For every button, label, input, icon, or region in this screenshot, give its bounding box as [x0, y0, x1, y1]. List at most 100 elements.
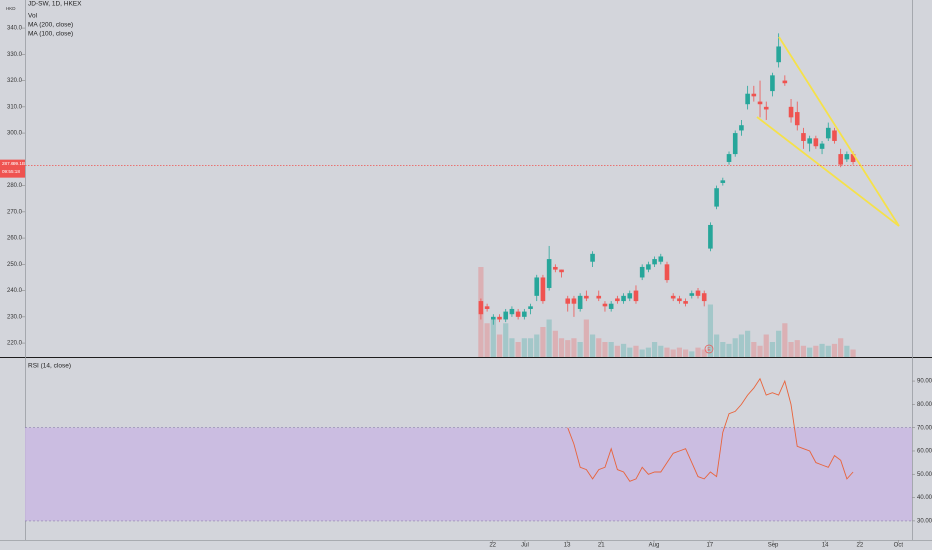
candle-body [546, 259, 552, 288]
candle-body [571, 298, 577, 304]
price-tag-volume: 99.1B [13, 161, 25, 166]
volume-bar [620, 343, 627, 357]
y-tick-label: 340.0 [7, 26, 23, 32]
earnings-label: E [707, 347, 711, 353]
volume-bar [589, 334, 596, 357]
price-tag [0, 159, 25, 178]
volume-bar [844, 345, 850, 357]
volume-bar [583, 319, 589, 357]
volume-bar [689, 351, 695, 357]
y-tick-label: 260.0 [7, 236, 23, 242]
trend-line [756, 116, 900, 227]
y-tick-label: 40.00 [917, 495, 932, 501]
candle-body [670, 295, 676, 299]
candle-body [596, 295, 602, 299]
volume-bar [720, 342, 726, 357]
y-tick-label: 310.0 [7, 104, 23, 110]
volume-bar [639, 349, 645, 357]
candle-body [522, 311, 527, 317]
candle-body [658, 256, 664, 262]
volume-bar [732, 338, 738, 357]
y-tick-label: 300.0 [7, 131, 23, 137]
legend-entry: MA (100, close) [28, 31, 73, 38]
volume-bar [645, 347, 651, 357]
price-tag-value: 287.6 [2, 161, 14, 166]
candle-body [701, 293, 707, 302]
candle-body [776, 46, 781, 63]
candle-body [553, 266, 558, 270]
currency: HKD [6, 6, 16, 11]
volume-bar [714, 334, 720, 357]
y-tick-label: 330.0 [7, 52, 23, 58]
candle-body [807, 138, 812, 144]
candle-body [751, 93, 757, 97]
candle-body [832, 130, 837, 141]
candle-body [770, 75, 775, 92]
x-tick-label: 21 [598, 543, 605, 549]
volume-bar [484, 323, 490, 357]
volume-bar [534, 334, 540, 357]
candle-body [559, 269, 564, 273]
x-tick-label: Jul [521, 543, 529, 549]
y-tick-label: 270.0 [7, 209, 23, 215]
volume-bar [664, 347, 670, 357]
rsi-band [25, 427, 912, 521]
y-tick-label: 50.00 [917, 472, 932, 478]
x-tick-label: 22 [489, 543, 496, 549]
y-tick-label: 230.0 [7, 314, 23, 320]
volume-bar [695, 347, 701, 357]
candle-body [763, 106, 769, 110]
rsi-band-group [25, 427, 912, 522]
volume-bar [527, 338, 534, 357]
y-tick-label: 90.00 [917, 379, 932, 385]
candle-body [757, 101, 763, 105]
candle-body [565, 298, 571, 304]
y-tick-label: 240.0 [7, 288, 23, 294]
volume-bar [558, 338, 565, 357]
volume-bar [763, 334, 769, 357]
volume-bar [577, 342, 583, 357]
earnings-marker [704, 344, 714, 354]
volume-bar [825, 345, 831, 357]
y-tick-label: 250.0 [7, 262, 23, 268]
candle-body [794, 112, 800, 126]
y-tick-label: 70.00 [917, 425, 932, 431]
candle-body [652, 259, 657, 265]
volume-bar [794, 340, 800, 357]
candle-body [608, 303, 614, 309]
volume-bar [745, 330, 751, 357]
candle-body [534, 277, 540, 296]
candle-body [732, 133, 738, 155]
candle-body [745, 93, 750, 105]
volume-bar [515, 342, 521, 357]
volume-bar [633, 345, 639, 357]
candle-body [484, 306, 490, 309]
candle-body [540, 277, 546, 302]
candle-body [695, 290, 701, 296]
volume-bar [658, 345, 664, 357]
candle-body [689, 293, 695, 296]
candle-body [788, 106, 794, 118]
y-tick-label: 220.0 [7, 341, 23, 347]
trend-line [778, 36, 900, 227]
volume-bar [838, 338, 844, 357]
candle-body [683, 301, 688, 304]
volume-bar [782, 323, 788, 357]
candle-body [639, 266, 645, 278]
candle-body [714, 188, 719, 207]
candle-body [633, 290, 639, 302]
candle-body [497, 316, 502, 320]
volume-bar [751, 342, 757, 357]
volume-bar [769, 342, 776, 357]
candle-body [602, 303, 608, 307]
volume-bar [602, 342, 608, 357]
candle-body [664, 264, 670, 281]
x-tick-label: 13 [564, 543, 571, 549]
candle-body [708, 224, 713, 249]
volume-bar [831, 343, 838, 357]
volume-bar [676, 347, 682, 357]
candle-body [739, 125, 744, 131]
volume-bar [788, 342, 794, 357]
y-tick-label: 30.00 [917, 518, 932, 524]
volume-bar [608, 342, 614, 357]
